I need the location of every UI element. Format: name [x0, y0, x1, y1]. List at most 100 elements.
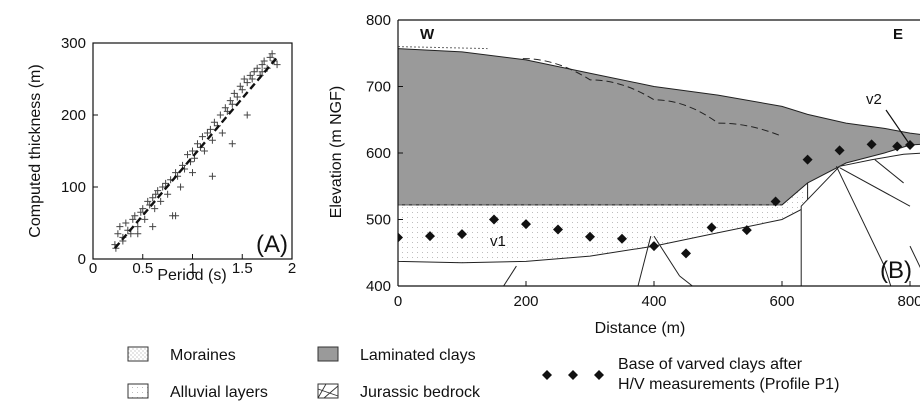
scatter-point: [157, 197, 165, 205]
legend-alluvial-swatch: [127, 383, 149, 399]
hv-point: [617, 233, 627, 244]
hv-point: [425, 231, 435, 242]
scatter-point: [122, 219, 130, 227]
v2-pointer: [885, 109, 909, 143]
y-tick-label: 100: [61, 179, 86, 196]
x-tick-label: 200: [513, 293, 538, 310]
scatter-point: [266, 53, 274, 61]
hv-point: [892, 141, 903, 152]
fault-line: [835, 166, 885, 267]
panel-a-x-ticks: 0 0.5 1 1.5 2: [89, 254, 296, 277]
y-tick-label: 700: [366, 79, 391, 96]
scatter-point: [154, 187, 162, 195]
x-tick-label: 400: [641, 293, 666, 310]
y-tick-label: 500: [366, 212, 391, 229]
scatter-point: [144, 197, 152, 205]
scatter-point: [200, 147, 208, 155]
scatter-point: [134, 223, 142, 231]
scatter-point: [238, 86, 246, 94]
scatter-point: [139, 205, 147, 213]
scatter-point: [260, 57, 268, 65]
panel-a-y-ticks: 0 100 200 300: [61, 35, 98, 268]
panel-b-label: (B): [880, 257, 912, 284]
x-tick-label: 1.5: [232, 260, 253, 277]
scatter-point: [206, 125, 214, 133]
scatter-point: [134, 230, 142, 238]
x-tick-label: 1: [188, 260, 196, 277]
legend-laminated-label: Laminated clays: [360, 347, 476, 364]
scatter-point: [233, 93, 241, 101]
scatter-point: [250, 68, 258, 76]
y-tick-label: 0: [78, 251, 86, 268]
hv-point: [649, 241, 659, 252]
scatter-point: [149, 223, 157, 231]
east-label: E: [893, 26, 903, 43]
clay-internal-boundary: [522, 58, 783, 137]
x-tick-label: 600: [769, 293, 794, 310]
scatter-point: [240, 75, 248, 83]
hv-point: [489, 214, 499, 225]
legend-alluvial-label: Alluvial layers: [170, 384, 268, 401]
x-tick-label: 0: [89, 260, 97, 277]
scatter-point: [243, 111, 251, 119]
surface-dotted-line: [398, 46, 488, 50]
legend-jurassic-swatch: [317, 383, 339, 399]
fault-line: [503, 265, 517, 286]
y-tick-label: 600: [366, 145, 391, 162]
hv-point: [866, 139, 877, 150]
panel-b-x-ticks: 0 200 400 600 800: [394, 281, 920, 310]
legend-hv-markers: [542, 370, 604, 380]
scatter-points: [111, 50, 281, 252]
scatter-point: [129, 215, 137, 223]
fault-line: [679, 275, 693, 286]
hv-point: [457, 229, 467, 240]
scatter-point: [236, 82, 244, 90]
bedrock-hill: [800, 152, 920, 286]
scatter-point: [141, 215, 149, 223]
legend-laminated-swatch: [317, 346, 339, 362]
scatter-point: [216, 111, 224, 119]
fault-line: [653, 235, 681, 277]
scatter-point: [226, 97, 234, 105]
hv-point: [521, 219, 531, 230]
scatter-point: [228, 140, 236, 148]
scatter-point: [208, 172, 216, 180]
x-tick-label: 0.5: [132, 260, 153, 277]
hv-point: [398, 232, 403, 243]
v1-label: v1: [490, 233, 506, 250]
scatter-point: [151, 205, 159, 213]
hv-point: [553, 224, 563, 235]
legend: Moraines Laminated clays Alluvial layers…: [127, 346, 839, 401]
hv-point: [905, 140, 915, 151]
scatter-point: [137, 208, 145, 216]
y-tick-label: 800: [366, 12, 391, 29]
scatter-point: [177, 183, 185, 191]
scatter-point: [114, 230, 122, 238]
legend-hv-label-line1: Base of varved clays after: [618, 356, 803, 373]
fault-line: [874, 159, 904, 184]
fit-line: [113, 56, 278, 249]
scatter-point: [248, 75, 256, 83]
scatter-point: [243, 79, 251, 87]
scatter-point: [258, 61, 266, 69]
hv-point: [681, 248, 691, 259]
scatter-point: [246, 71, 254, 79]
hv-point: [802, 154, 813, 165]
hv-point: [706, 222, 717, 233]
fault-line: [883, 265, 892, 286]
scatter-point: [253, 64, 261, 72]
scatter-point: [218, 129, 226, 137]
scatter-point: [184, 151, 192, 159]
y-tick-label: 400: [366, 278, 391, 295]
hv-point: [741, 225, 752, 236]
west-label: W: [420, 26, 435, 43]
scatter-point: [198, 133, 206, 141]
hv-points: [398, 139, 915, 259]
bedrock-fault-lines: [503, 159, 920, 286]
panel-a-y-label: Computed thickness (m): [27, 64, 44, 237]
panel-b-y-ticks: 400 500 600 700 800: [366, 12, 403, 295]
scatter-point: [164, 190, 172, 198]
panel-b-x-label: Distance (m): [595, 320, 686, 337]
hv-point: [585, 231, 595, 242]
scatter-point: [127, 230, 135, 238]
